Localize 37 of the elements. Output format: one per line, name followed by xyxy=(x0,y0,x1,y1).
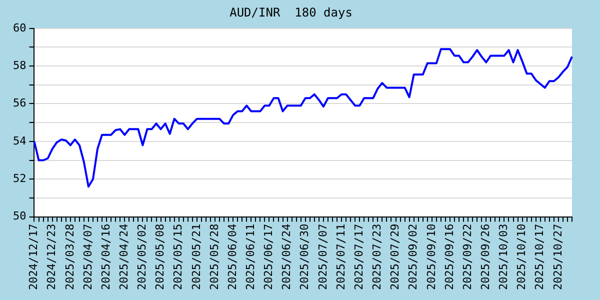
x-tick-label: 2025/05/21 xyxy=(190,224,203,290)
x-tick-label: 2025/07/29 xyxy=(388,224,402,290)
y-tick-label: 50 xyxy=(12,210,26,223)
x-tick-label: 2025/10/17 xyxy=(533,224,546,290)
x-tick-label: 2025/06/11 xyxy=(244,224,258,290)
chart-title: AUD/INR 180 days xyxy=(230,5,352,20)
x-tick-label: 2025/07/11 xyxy=(334,224,348,290)
x-tick-label: 2025/04/16 xyxy=(99,224,112,290)
x-tick-label: 2025/03/28 xyxy=(63,224,76,290)
x-tick-label: 2025/05/02 xyxy=(136,224,149,290)
x-tick-label: 2025/06/24 xyxy=(280,223,294,290)
x-tick-label: 2025/04/24 xyxy=(117,223,130,290)
x-tick-label: 2024/12/23 xyxy=(45,224,58,290)
x-tick-label: 2025/05/15 xyxy=(172,224,185,290)
x-tick-label: 2025/09/02 xyxy=(406,224,420,290)
x-tick-label: 2025/09/26 xyxy=(479,224,492,290)
x-tick-label: 2025/09/16 xyxy=(442,224,456,290)
x-tick-label: 2025/09/22 xyxy=(460,224,474,290)
y-tick-label: 56 xyxy=(12,96,26,110)
x-tick-label: 2025/10/27 xyxy=(551,224,564,290)
x-tick-label: 2025/04/07 xyxy=(81,224,94,290)
x-tick-label: 2025/06/04 xyxy=(226,223,239,290)
x-tick-label: 2025/07/17 xyxy=(352,224,366,290)
x-tick-label: 2024/12/17 xyxy=(27,224,40,290)
y-tick-label: 60 xyxy=(12,21,26,34)
x-tick-label: 2025/09/10 xyxy=(424,224,438,290)
x-tick-label: 2025/05/08 xyxy=(154,224,167,290)
x-tick-label: 2025/06/30 xyxy=(298,224,312,290)
x-tick-label: 2025/07/07 xyxy=(316,224,330,290)
x-tick-label: 2025/05/28 xyxy=(208,224,221,290)
y-tick-label: 52 xyxy=(12,172,26,185)
y-tick-label: 54 xyxy=(12,134,27,148)
x-tick-label: 2025/06/17 xyxy=(262,224,276,290)
x-tick-label: 2025/07/23 xyxy=(370,224,384,290)
x-tick-label: 2025/10/10 xyxy=(515,224,528,290)
y-tick-label: 58 xyxy=(12,58,26,72)
x-tick-label: 2025/10/03 xyxy=(497,224,510,290)
